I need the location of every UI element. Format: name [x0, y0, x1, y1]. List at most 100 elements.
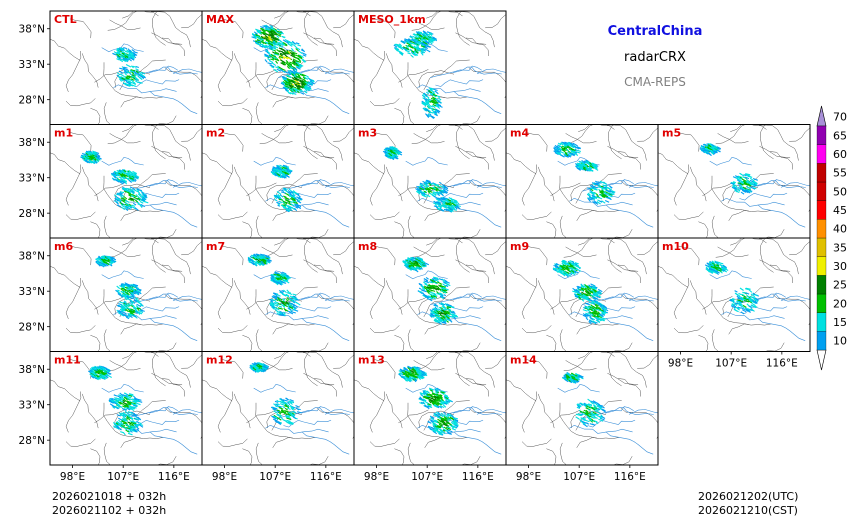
radar-echo — [125, 76, 130, 80]
radar-echo — [301, 78, 306, 82]
radar-echo — [596, 201, 601, 205]
radar-echo — [411, 50, 415, 53]
radar-echo — [582, 293, 588, 297]
radar-echo — [425, 101, 431, 106]
radar-echo — [133, 299, 137, 303]
radar-echo — [283, 70, 289, 74]
radar-echo — [742, 180, 747, 184]
radar-echo — [440, 204, 445, 208]
province-boundary — [255, 402, 293, 439]
river — [757, 318, 806, 341]
province-boundary — [418, 70, 455, 88]
radar-echo — [129, 405, 135, 410]
radar-echo — [554, 152, 559, 156]
province-boundary — [460, 115, 481, 125]
radar-echo — [131, 80, 136, 85]
radar-echo — [424, 101, 430, 104]
radar-echo — [131, 300, 135, 304]
radar-echo — [747, 174, 752, 179]
radar-echo — [706, 262, 710, 265]
radar-echo — [247, 257, 254, 261]
radar-echo — [434, 110, 438, 114]
radar-echo — [275, 194, 282, 199]
radar-echo — [593, 199, 598, 204]
radar-echo — [131, 402, 136, 406]
radar-echo — [384, 150, 388, 154]
province-boundary — [764, 342, 785, 352]
radar-echo — [291, 302, 296, 307]
map-panel-meso-1km: MESO_1km — [353, 10, 507, 125]
radar-echo — [745, 176, 750, 180]
radar-echo — [133, 189, 138, 193]
province-boundary — [537, 280, 555, 315]
radar-echo — [437, 184, 441, 188]
radar-echo — [127, 426, 133, 430]
province-boundary — [454, 238, 495, 275]
radar-echo — [96, 156, 102, 160]
map-panel-m5: m5 — [657, 124, 811, 239]
radar-echo — [126, 80, 131, 83]
radar-echo — [445, 315, 450, 320]
radar-echo — [95, 258, 100, 262]
radar-echo — [294, 64, 300, 67]
radar-echo — [392, 146, 398, 150]
radar-echo — [134, 207, 139, 211]
radar-echo — [431, 277, 436, 282]
radar-echo — [440, 199, 446, 204]
radar-echo — [752, 292, 756, 296]
radar-echo — [305, 74, 309, 78]
river — [721, 197, 785, 207]
panel-background — [658, 238, 810, 352]
radar-echo — [389, 146, 395, 151]
radar-echo — [430, 115, 435, 120]
radar-echo — [593, 312, 597, 315]
radar-echo — [586, 285, 591, 289]
radar-echo — [116, 414, 121, 417]
radar-echo — [397, 49, 402, 54]
radar-echo — [409, 36, 414, 39]
radar-echo — [282, 164, 288, 167]
radar-echo — [130, 293, 134, 296]
province-boundary — [90, 107, 101, 125]
province-boundary — [90, 221, 101, 238]
radar-echo — [269, 64, 275, 68]
radar-echo — [582, 296, 587, 299]
radar-echo — [123, 71, 127, 76]
radar-echo — [129, 430, 133, 433]
radar-echo — [259, 45, 264, 48]
radar-echo — [89, 156, 94, 160]
radar-echo — [274, 51, 280, 55]
radar-echo — [138, 81, 143, 84]
radar-echo — [270, 171, 275, 174]
radar-echo — [260, 25, 265, 29]
radar-echo — [385, 152, 390, 157]
radar-echo — [599, 200, 603, 203]
radar-echo — [295, 206, 299, 209]
radar-echo — [124, 421, 128, 424]
radar-echo — [423, 36, 429, 40]
radar-echo — [275, 60, 279, 64]
radar-echo — [120, 178, 126, 182]
radar-echo — [588, 320, 592, 324]
radar-echo — [258, 258, 263, 262]
radar-echo — [132, 170, 138, 175]
radar-echo — [302, 54, 307, 57]
radar-echo — [426, 287, 430, 290]
province-boundary — [152, 238, 166, 273]
radar-echo — [440, 286, 445, 291]
radar-echo — [264, 54, 269, 57]
radar-echo — [559, 265, 564, 268]
radar-echo — [254, 369, 259, 373]
radar-echo — [125, 81, 131, 85]
radar-echo — [254, 262, 258, 266]
radar-echo — [289, 66, 293, 70]
radar-echo — [292, 62, 296, 66]
radar-echo — [256, 30, 262, 33]
radar-echo — [291, 70, 296, 75]
province-boundary — [559, 215, 567, 238]
radar-echo — [568, 143, 572, 146]
radar-echo — [432, 111, 438, 115]
radar-echo — [279, 54, 283, 57]
radar-echo — [289, 302, 293, 305]
radar-echo — [417, 31, 423, 34]
